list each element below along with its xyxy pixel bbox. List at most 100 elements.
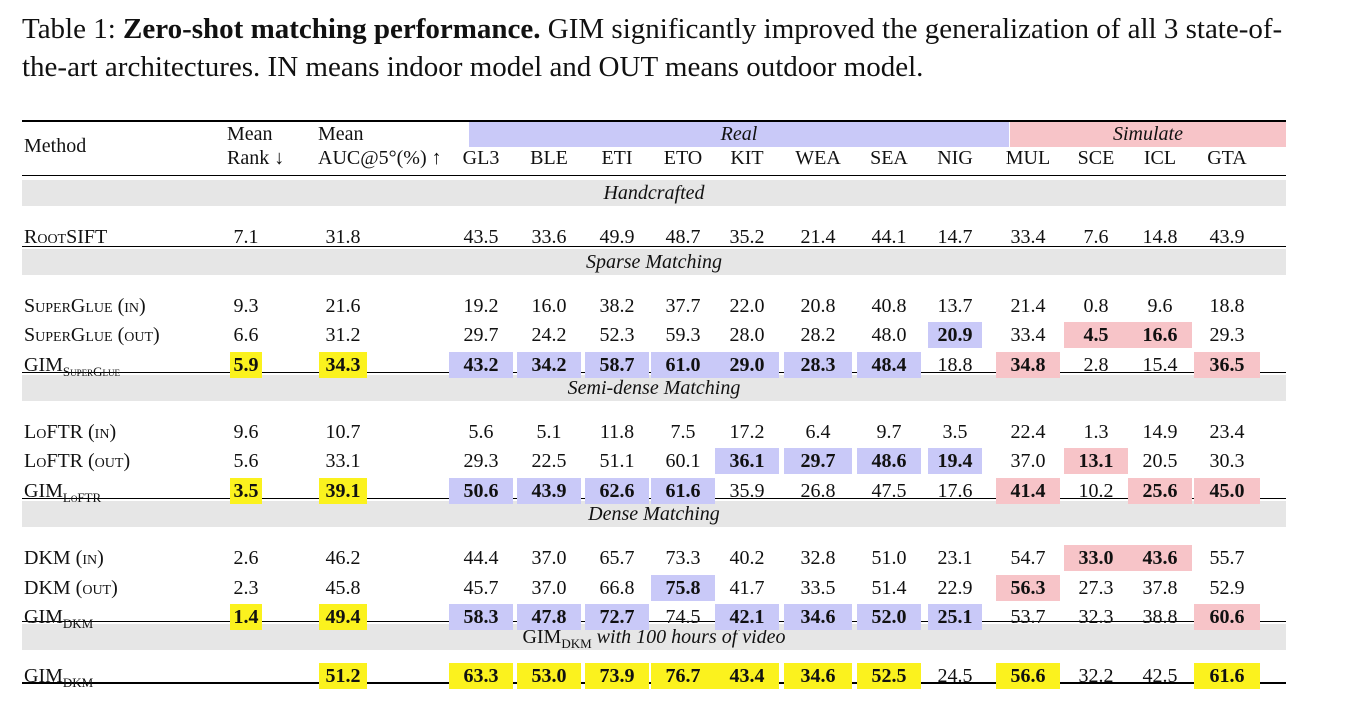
score-cell: 36.5 [1209,354,1245,376]
mean-auc-value: 51.2 [325,665,361,687]
mean-rank-value: 9.3 [233,295,259,317]
mean-auc-value: 39.1 [325,480,361,502]
value-highlight [449,478,513,504]
score-cell: 14.7 [937,226,973,248]
value-highlight [996,575,1060,601]
mean-rank-value: 5.6 [233,450,259,472]
simulate-group-label: Simulate [1113,123,1183,145]
value-highlight [517,478,581,504]
auc-highlight [319,478,367,504]
score-cell: 43.6 [1142,547,1178,569]
method-name: GIMLoFTR [24,479,101,510]
value-highlight [784,604,852,630]
score-cell: 76.7 [665,665,701,687]
score-cell: 37.0 [1010,450,1046,472]
method-name-sub: DKM [62,616,94,631]
method-name-main: GIM [24,665,63,687]
value-highlight [928,448,982,474]
score-cell: 18.8 [937,354,973,376]
table-caption: Table 1: Zero-shot matching performance.… [22,10,1322,86]
rank-highlight [230,604,262,630]
score-cell: 61.6 [665,480,701,502]
section-title-main: GIM [522,626,562,648]
value-highlight [928,322,982,348]
column-header-ble: BLE [530,147,568,169]
score-cell: 29.3 [1209,324,1245,346]
section-band [22,180,1286,206]
mean-rank-value: 1.4 [233,606,259,628]
section-title: Dense Matching [588,503,720,525]
mean-rank-value: 7.1 [233,226,259,248]
score-cell: 37.7 [665,295,701,317]
value-highlight [1064,545,1128,571]
rank-highlight [230,352,262,378]
score-cell: 37.8 [1142,577,1178,599]
method-name: LoFTR (out) [24,450,131,472]
section-rule [22,246,1286,247]
score-cell: 38.2 [599,295,635,317]
score-cell: 56.3 [1010,577,1046,599]
mean-rank-value: 6.6 [233,324,259,346]
value-highlight [715,352,779,378]
method-name: GIMDKM [24,605,93,636]
auc-highlight [319,663,367,689]
score-cell: 21.4 [1010,295,1046,317]
score-cell: 36.1 [729,450,765,472]
score-cell: 32.2 [1078,665,1114,687]
value-highlight [857,663,921,689]
value-highlight [996,663,1060,689]
column-header-wea: WEA [795,147,841,169]
score-cell: 48.7 [665,226,701,248]
score-cell: 34.2 [531,354,567,376]
section-title: Handcrafted [603,182,705,204]
method-name-sub: DKM [62,675,94,690]
score-cell: 41.7 [729,577,765,599]
score-cell: 53.0 [531,665,567,687]
score-cell: 43.9 [531,480,567,502]
column-header-gl3: GL3 [462,147,500,169]
score-cell: 40.8 [871,295,907,317]
value-highlight [996,478,1060,504]
section-title: GIMDKM with 100 hours of video [22,625,1286,656]
score-cell: 27.3 [1078,577,1114,599]
score-cell: 23.4 [1209,421,1245,443]
score-cell: 61.6 [1209,665,1245,687]
mean-auc-value: 45.8 [325,577,361,599]
mean-auc-header-1: Mean [318,123,364,145]
score-cell: 33.4 [1010,226,1046,248]
score-cell: 72.7 [599,606,635,628]
score-cell: 11.8 [599,421,635,443]
score-cell: 45.7 [463,577,499,599]
mean-auc-value: 10.7 [325,421,361,443]
score-cell: 29.3 [463,450,499,472]
value-highlight [585,478,649,504]
score-cell: 33.6 [531,226,567,248]
score-cell: 50.6 [463,480,499,502]
column-header-icl: ICL [1143,147,1177,169]
method-name-main: GIM [24,354,63,376]
score-cell: 32.3 [1078,606,1114,628]
score-cell: 13.1 [1078,450,1114,472]
score-cell: 15.4 [1142,354,1178,376]
column-header-gta: GTA [1207,147,1247,169]
mean-auc-value: 31.8 [325,226,361,248]
score-cell: 26.8 [800,480,836,502]
score-cell: 24.2 [531,324,567,346]
score-cell: 37.0 [531,547,567,569]
score-cell: 9.7 [876,421,902,443]
caption-title: Zero-shot matching performance. [123,13,541,45]
method-name: SuperGlue (in) [24,295,146,317]
value-highlight [715,663,779,689]
score-cell: 47.8 [531,606,567,628]
mean-rank-header-2: Rank ↓ [227,147,285,169]
caption-text: GIM significantly improved the generaliz… [22,13,1283,83]
column-header-eti: ETI [601,147,633,169]
value-highlight [585,663,649,689]
score-cell: 28.2 [800,324,836,346]
score-cell: 51.1 [599,450,635,472]
score-cell: 75.8 [665,577,701,599]
method-name-sub: SuperGlue [62,364,121,379]
score-cell: 51.0 [871,547,907,569]
score-cell: 58.7 [599,354,635,376]
score-cell: 30.3 [1209,450,1245,472]
